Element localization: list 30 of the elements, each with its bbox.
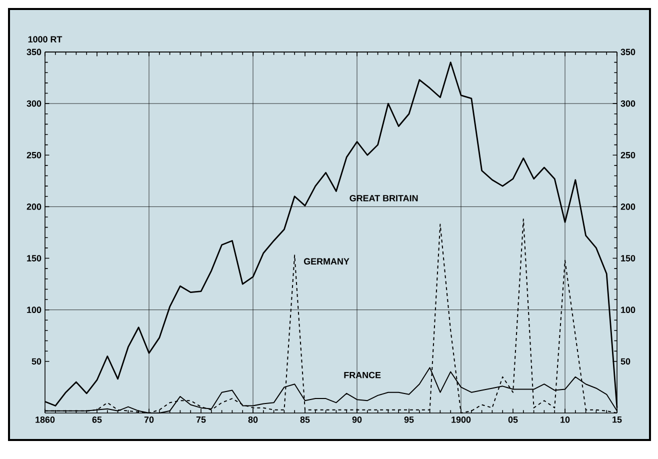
y-tick-label: 250 xyxy=(26,152,42,158)
x-tick-label: 1900 xyxy=(452,416,471,423)
series-label: GERMANY xyxy=(304,258,350,265)
y-tick-label: 50 xyxy=(32,358,42,365)
x-tick-label: 95 xyxy=(404,416,414,423)
y2-tick-label: 300 xyxy=(620,100,636,107)
x-tick-label: 75 xyxy=(196,416,206,423)
y2-tick-label: 250 xyxy=(620,152,636,158)
x-tick-label: 85 xyxy=(300,416,310,423)
x-tick-label: 70 xyxy=(144,416,154,423)
series-label: GREAT BRITAIN xyxy=(350,195,418,202)
x-tick-label: 10 xyxy=(560,416,570,423)
y2-tick-label: 200 xyxy=(620,204,636,210)
y2-tick-label: 100 xyxy=(621,306,636,314)
y2-tick-label: 150 xyxy=(621,255,636,262)
x-tick-label: 15 xyxy=(612,416,622,423)
y-tick-label: 100 xyxy=(27,306,42,314)
x-tick-label: 65 xyxy=(92,416,102,423)
series-label: FRANCE xyxy=(344,372,381,378)
y2-tick-label: 350 xyxy=(620,48,636,56)
y-tick-label: 300 xyxy=(26,100,42,107)
y2-tick-label: 50 xyxy=(620,358,630,365)
y-tick-label: 350 xyxy=(26,48,42,56)
x-tick-label: 90 xyxy=(352,416,362,423)
x-tick-label: 1860 xyxy=(36,416,55,423)
y-tick-label: 150 xyxy=(27,255,42,262)
x-tick-label: 80 xyxy=(248,416,258,423)
y-tick-label: 200 xyxy=(26,204,42,210)
y-axis-title: 1000 RT xyxy=(28,36,62,42)
x-tick-label: 05 xyxy=(508,416,518,423)
